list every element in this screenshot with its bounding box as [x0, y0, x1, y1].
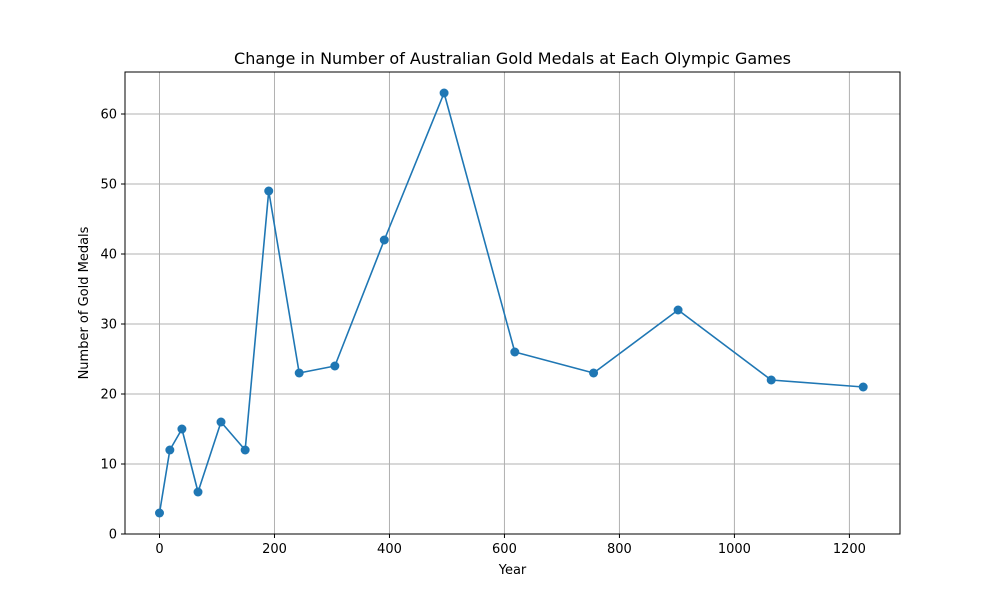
y-tick-label: 30: [100, 318, 117, 333]
data-point: [216, 417, 226, 427]
x-tick-label: 200: [262, 542, 287, 557]
plot-frame: [124, 71, 901, 535]
y-tick-label: 0: [109, 528, 117, 543]
series-line: [158, 92, 864, 514]
data-point: [264, 186, 274, 196]
x-axis-label: Year: [498, 563, 527, 578]
data-point: [766, 375, 776, 385]
data-point: [439, 88, 449, 98]
series-layer: [154, 88, 868, 518]
y-tick-label: 50: [100, 178, 117, 193]
x-tick-label: 800: [607, 542, 632, 557]
y-tick-label: 10: [100, 458, 117, 473]
data-point: [154, 508, 164, 518]
data-point: [177, 424, 187, 434]
y-axis-label: Number of Gold Medals: [77, 226, 92, 379]
data-point: [379, 235, 389, 245]
data-point: [330, 361, 340, 371]
x-tick-label: 600: [492, 542, 517, 557]
data-point: [510, 347, 520, 357]
x-tick-label: 1200: [833, 542, 866, 557]
data-point: [165, 445, 175, 455]
y-tick-label: 40: [100, 248, 117, 263]
data-point: [858, 382, 868, 392]
x-tick-label: 400: [377, 542, 402, 557]
y-tick-label: 20: [100, 388, 117, 403]
data-point: [193, 487, 203, 497]
y-axis: 0 10 20 30 40 50 60: [100, 108, 125, 543]
y-tick-label: 60: [100, 108, 117, 123]
data-point: [240, 445, 250, 455]
chart-title: Change in Number of Australian Gold Meda…: [234, 49, 791, 68]
data-point: [294, 368, 304, 378]
data-point: [589, 368, 599, 378]
x-axis: 0 200 400 600 800 1000 1200: [155, 534, 866, 557]
data-point: [673, 305, 683, 315]
grid: [125, 72, 900, 535]
x-tick-label: 1000: [718, 542, 751, 557]
x-tick-label: 0: [155, 542, 163, 557]
